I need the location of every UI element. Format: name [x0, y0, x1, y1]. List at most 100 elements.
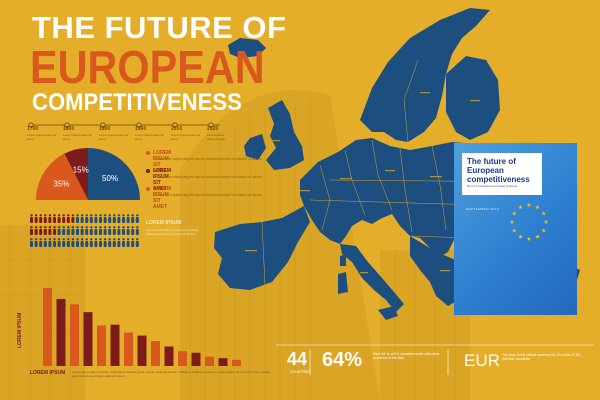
person-icon [48, 238, 52, 247]
star-icon [535, 204, 540, 210]
people-text: Lorem ipsum dolor sit amet consectetur a… [146, 228, 199, 236]
person-icon [89, 214, 93, 223]
person-icon [66, 238, 70, 247]
timeline-year: 1700 [27, 126, 39, 132]
legend-text: Consectetur adipiscing elit sed do eiusm… [153, 193, 262, 197]
star-icon [512, 228, 517, 233]
timeline-caption: Lorem ipsum dolor sit amet [99, 133, 128, 141]
legend-title: LOREM IPSUM SIT AMET [153, 186, 172, 210]
bar [164, 346, 174, 366]
person-icon [76, 214, 79, 223]
person-icon [66, 226, 70, 235]
person-icon [71, 226, 75, 235]
person-icon [71, 238, 75, 247]
person-icon [53, 226, 56, 235]
person-icon [34, 214, 38, 223]
person-icon [108, 214, 112, 223]
bar [151, 341, 160, 366]
person-icon [126, 238, 130, 247]
pie-slice-label: 35% [53, 180, 69, 189]
bar [110, 324, 120, 366]
person-icon [99, 214, 102, 223]
stat-trade-number: 64% [322, 349, 363, 371]
star-icon [509, 219, 515, 224]
person-icon [80, 226, 84, 235]
person-icon [57, 226, 61, 235]
legend-title: LOREM IPSUM SIT AMET [153, 150, 172, 174]
person-icon [85, 226, 89, 235]
people-pictogram [30, 214, 139, 247]
person-icon [117, 214, 121, 223]
cover-title-box: The future of European competitiveness P… [462, 153, 542, 195]
pie-slice-label: 15% [73, 166, 89, 175]
person-icon [135, 214, 139, 223]
legend-text: Consectetur adipiscing elit sed do eiusm… [153, 157, 262, 161]
person-icon [39, 214, 43, 223]
timeline-year: 1800 [63, 126, 75, 132]
star-icon [512, 211, 517, 216]
person-icon [34, 226, 38, 235]
person-icon [85, 238, 89, 247]
person-icon [43, 214, 47, 223]
person-icon [108, 226, 112, 235]
cover-subtitle: Part A | A competitiveness strategy for … [467, 185, 518, 188]
star-icon [541, 211, 546, 216]
timeline-caption: Lorem ipsum dolor sit amet [207, 133, 226, 141]
bar [83, 312, 93, 366]
person-icon [80, 214, 84, 223]
person-icon [112, 238, 116, 247]
people-label: LOREM IPSUM [146, 220, 182, 226]
star-icon [535, 234, 540, 239]
legend-dot [146, 169, 150, 173]
person-icon [135, 238, 139, 247]
person-icon [39, 238, 43, 247]
person-icon [135, 226, 139, 235]
bar [191, 352, 201, 366]
star-icon [526, 236, 532, 241]
person-icon [57, 214, 61, 223]
person-icon [131, 214, 135, 223]
person-icon [71, 214, 75, 223]
person-icon [30, 226, 33, 235]
person-icon [126, 214, 130, 223]
person-icon [89, 238, 93, 247]
person-icon [48, 214, 52, 223]
star-icon [526, 202, 532, 207]
title-line-1: THE FUTURE OF [32, 10, 287, 45]
person-icon [57, 238, 61, 247]
title-line-3: COMPETITIVENESS [32, 89, 242, 116]
person-icon [112, 214, 116, 223]
legend-dot [146, 151, 150, 155]
person-icon [112, 226, 116, 235]
person-icon [103, 214, 107, 223]
legend-title: LOREM IPSUM SIT AMET [153, 168, 172, 192]
person-icon [99, 238, 102, 247]
bar [43, 288, 52, 366]
person-icon [131, 238, 135, 247]
timeline-caption: Lorem ipsum dolor sit amet [27, 133, 56, 141]
pie-slice [64, 148, 88, 200]
person-icon [103, 226, 107, 235]
bar [137, 335, 147, 366]
person-icon [103, 238, 107, 247]
person-icon [122, 226, 125, 235]
person-icon [43, 226, 47, 235]
timeline-line [28, 122, 220, 128]
timeline-year: 1960 [135, 126, 147, 132]
report-cover: The future of European competitiveness P… [454, 143, 577, 315]
title-line-2: EUROPEAN [30, 41, 265, 93]
pie-slice-label: 50% [102, 174, 118, 183]
pie-slice [88, 148, 140, 200]
person-icon [62, 226, 66, 235]
timeline-caption: Lorem ipsum dolor sit amet [135, 133, 164, 141]
person-icon [99, 226, 102, 235]
person-icon [122, 214, 125, 223]
person-icon [122, 238, 125, 247]
person-icon [94, 226, 98, 235]
person-icon [89, 226, 93, 235]
bar [218, 358, 228, 366]
star-icon [541, 228, 546, 233]
person-icon [53, 214, 56, 223]
bar [70, 304, 79, 366]
bar [178, 351, 187, 366]
